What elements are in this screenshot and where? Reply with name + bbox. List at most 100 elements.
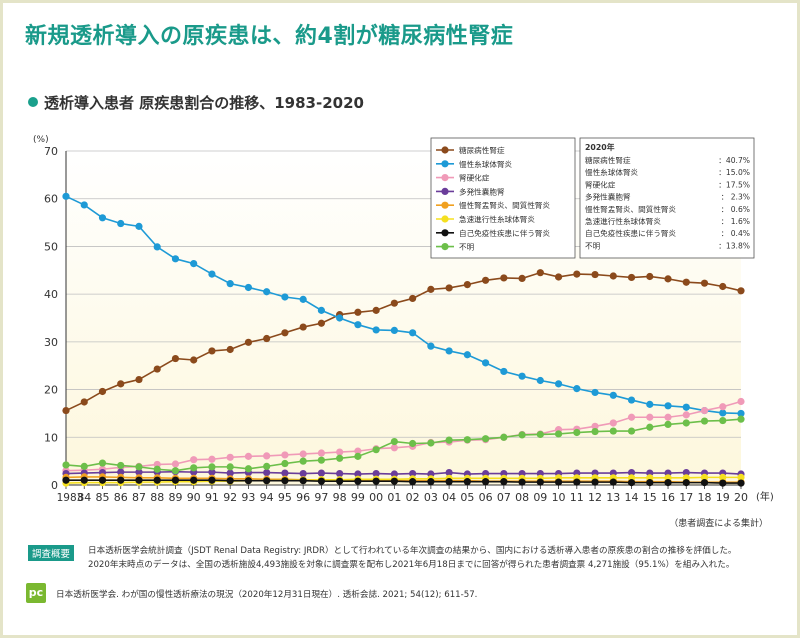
y-tick-label: 0 <box>51 479 58 492</box>
summary-box <box>579 137 755 259</box>
chart-title-text: 透析導入患者 原疾患割合の推移、1983-2020 <box>44 94 364 112</box>
data-point <box>719 282 727 291</box>
data-point <box>445 478 453 486</box>
data-point <box>700 279 709 287</box>
note-label: 調査概要 <box>28 545 75 561</box>
data-point <box>390 477 398 485</box>
data-point <box>536 269 544 277</box>
legend-swatch-marker <box>441 160 449 168</box>
x-tick-label: 97 <box>314 491 328 504</box>
x-tick-label: 89 <box>168 491 182 504</box>
data-point <box>117 468 125 476</box>
data-point <box>263 452 271 460</box>
bullet-dot-icon <box>28 97 38 107</box>
data-point <box>62 461 70 469</box>
series-group <box>62 192 745 418</box>
data-point <box>591 270 599 279</box>
x-tick-label: 86 <box>114 491 128 504</box>
legend-label: 不明 <box>459 243 475 252</box>
note-text: 日本透析医学会統計調査（JSDT Renal Data Registry: JR… <box>88 544 788 572</box>
data-point <box>445 436 453 444</box>
x-tick-label: 04 <box>442 491 456 504</box>
legend-swatch-marker <box>441 187 449 195</box>
data-point <box>281 477 289 485</box>
legend-label: 慢性腎盂腎炎、間質性腎炎 <box>459 200 551 210</box>
data-point <box>719 479 727 487</box>
data-point <box>591 427 599 436</box>
data-point <box>336 448 344 456</box>
data-point <box>98 476 107 484</box>
data-point <box>609 427 617 435</box>
data-point <box>573 385 581 393</box>
source-note: （患者調査による集計） <box>669 517 768 529</box>
data-point <box>664 402 672 410</box>
x-tick-label: 02 <box>406 491 420 504</box>
data-point <box>646 413 654 421</box>
data-point <box>481 276 490 284</box>
data-point <box>244 283 253 292</box>
data-point <box>609 272 617 280</box>
x-tick-label: 1983 <box>57 492 84 504</box>
data-point <box>263 288 271 296</box>
legend-box <box>430 137 576 259</box>
data-point <box>153 476 161 484</box>
data-point <box>354 447 362 455</box>
data-point <box>500 367 508 376</box>
data-point <box>481 359 490 367</box>
data-point <box>226 477 234 485</box>
data-point <box>463 478 471 486</box>
data-point <box>554 380 563 388</box>
data-point <box>445 468 453 477</box>
x-tick-label: 03 <box>424 491 438 504</box>
data-point <box>190 356 198 364</box>
headline: 新規透析導入の原疾患は、約4割が糖尿病性腎症 <box>25 24 514 49</box>
data-point <box>354 308 362 316</box>
y-axis-unit: (%) <box>33 135 49 145</box>
x-tick-label: 14 <box>625 491 639 504</box>
data-point <box>80 462 88 470</box>
x-tick-label: 10 <box>552 491 566 504</box>
data-point <box>208 455 216 463</box>
data-point <box>299 450 307 458</box>
summary-row-label: 慢性腎盂腎炎、間質性腎炎 <box>585 204 677 214</box>
y-tick-label: 60 <box>44 193 58 206</box>
summary-row-label: 糖尿病性腎症 <box>585 155 631 165</box>
legend-label: 糖尿病性腎症 <box>459 145 505 155</box>
data-point <box>409 329 417 337</box>
data-point <box>226 280 234 288</box>
x-tick-label: 12 <box>588 491 602 504</box>
data-point <box>372 306 380 314</box>
data-point <box>627 479 636 487</box>
data-point <box>317 477 326 485</box>
data-point <box>664 420 672 429</box>
data-point <box>135 463 143 471</box>
data-point <box>62 476 70 484</box>
data-point <box>208 463 216 471</box>
data-point <box>135 222 143 230</box>
data-point <box>682 278 690 286</box>
data-point <box>135 468 143 476</box>
data-point <box>409 294 417 303</box>
data-point <box>573 270 581 278</box>
data-point <box>554 430 563 438</box>
data-point <box>62 192 70 200</box>
data-point <box>354 470 362 478</box>
data-point <box>336 477 344 485</box>
data-point <box>390 444 398 452</box>
data-point <box>98 214 107 222</box>
source-citation: 日本透析医学会. わが国の慢性透析療法の現況（2020年12月31日現在）. 透… <box>56 590 478 600</box>
data-point <box>700 473 709 481</box>
data-point <box>536 376 544 385</box>
x-tick-label: 94 <box>260 491 274 504</box>
data-point <box>573 428 581 437</box>
data-point <box>500 433 508 441</box>
data-point <box>336 454 344 462</box>
y-tick-label: 40 <box>44 288 58 301</box>
data-point <box>518 372 526 380</box>
data-point <box>153 243 161 251</box>
x-tick-label: 93 <box>241 491 255 504</box>
data-point <box>117 461 125 470</box>
data-point <box>208 270 216 278</box>
data-point <box>737 287 745 295</box>
